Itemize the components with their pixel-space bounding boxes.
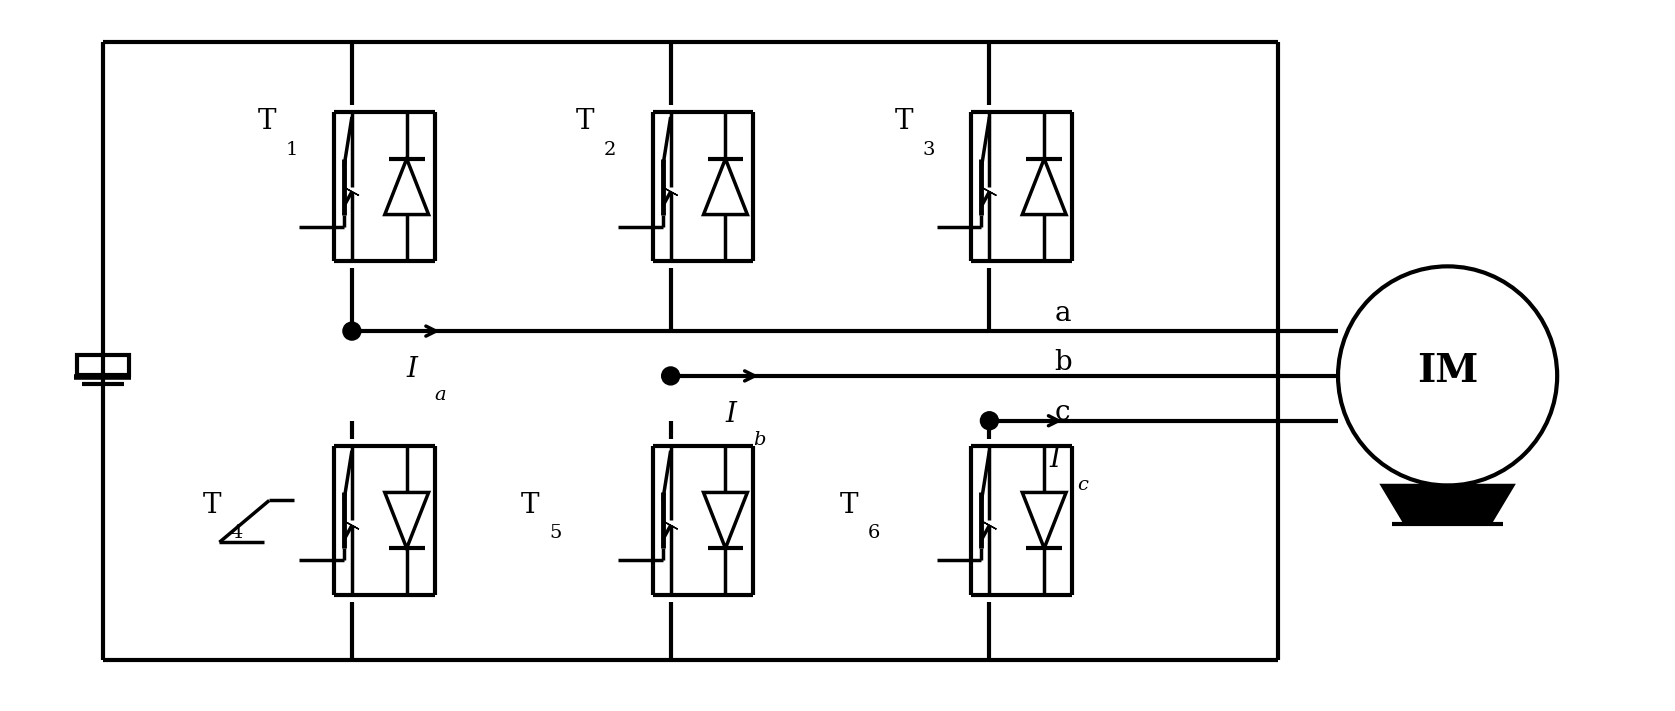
Text: T: T xyxy=(258,108,276,135)
Text: T: T xyxy=(203,492,221,519)
Text: 5: 5 xyxy=(549,524,561,542)
Polygon shape xyxy=(1022,493,1065,548)
Polygon shape xyxy=(983,521,997,529)
Text: IM: IM xyxy=(1417,352,1479,390)
Polygon shape xyxy=(663,188,678,196)
Polygon shape xyxy=(345,521,358,529)
Polygon shape xyxy=(983,188,997,196)
Polygon shape xyxy=(385,493,429,548)
Text: T: T xyxy=(894,108,913,135)
FancyBboxPatch shape xyxy=(77,355,129,375)
Polygon shape xyxy=(663,521,678,529)
Polygon shape xyxy=(385,159,429,215)
Text: I: I xyxy=(725,401,737,428)
Text: 2: 2 xyxy=(605,141,616,159)
Text: c: c xyxy=(1077,476,1089,493)
Text: b: b xyxy=(754,431,765,449)
Circle shape xyxy=(343,322,360,340)
Text: T: T xyxy=(839,492,859,519)
Text: 1: 1 xyxy=(285,141,298,159)
Text: c: c xyxy=(1054,400,1070,427)
Text: T: T xyxy=(576,108,595,135)
Polygon shape xyxy=(1022,159,1065,215)
Polygon shape xyxy=(345,188,358,196)
Text: a: a xyxy=(434,386,446,404)
Text: 6: 6 xyxy=(868,524,881,542)
Circle shape xyxy=(662,367,680,385)
Polygon shape xyxy=(1382,486,1513,524)
Circle shape xyxy=(980,412,998,429)
Text: T: T xyxy=(521,492,539,519)
Text: 4: 4 xyxy=(231,524,243,542)
Text: I: I xyxy=(407,356,417,383)
Text: 3: 3 xyxy=(923,141,935,159)
Text: I: I xyxy=(1049,446,1060,473)
Polygon shape xyxy=(704,493,747,548)
Text: b: b xyxy=(1054,350,1072,376)
Polygon shape xyxy=(704,159,747,215)
Text: a: a xyxy=(1054,299,1070,326)
